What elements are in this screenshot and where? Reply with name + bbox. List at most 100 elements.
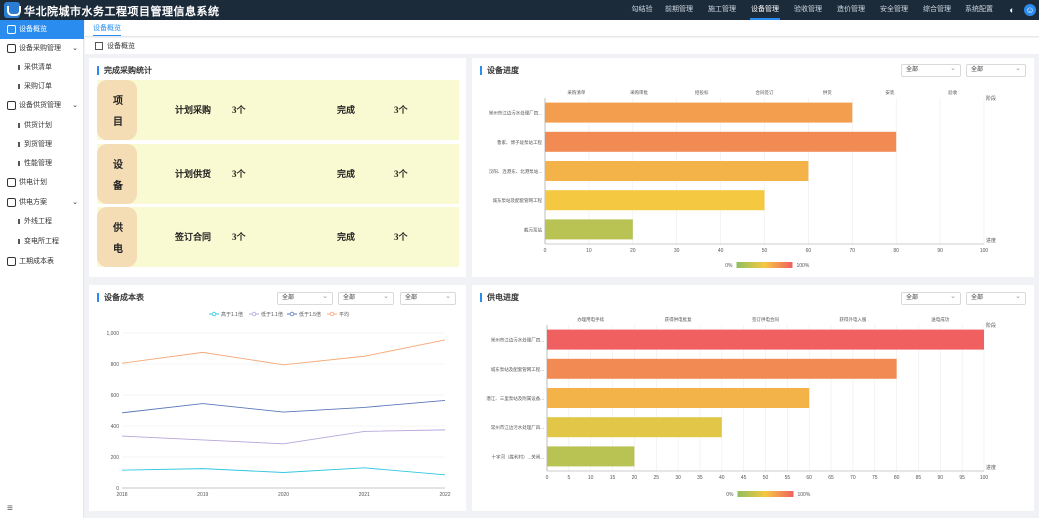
- legend-label: 低于1.5倍: [299, 311, 321, 318]
- bar: [545, 161, 809, 181]
- procurement-row-planned: 3个: [232, 105, 246, 115]
- nav-item[interactable]: 前期管理: [665, 6, 693, 13]
- device-cost-filter-2[interactable]: 全部: [338, 291, 394, 305]
- category-label: 汉阳、连港东、北港泵站...: [489, 168, 542, 175]
- sidebar-item[interactable]: 设备概览: [0, 20, 84, 39]
- procurement-row-caption: 供电: [97, 207, 137, 267]
- bullet-icon: [18, 123, 20, 128]
- procurement-row-done-label: 完成: [337, 105, 356, 115]
- y-tick-label: 800: [111, 362, 120, 368]
- color-scale-legend: [736, 262, 793, 268]
- x-tick-label: 35: [697, 475, 703, 481]
- sidebar-item-label: 外线工程: [24, 218, 52, 225]
- x-tick-label: 40: [719, 475, 725, 481]
- sidebar-item[interactable]: 性能管理: [0, 154, 84, 173]
- legend-marker: [211, 311, 217, 317]
- nav-item[interactable]: 造价管理: [837, 6, 865, 13]
- power-progress-filter-1[interactable]: 全部: [901, 291, 961, 305]
- x-tick-label: 10: [586, 248, 592, 254]
- procurement-panel: 完成采购统计 项目计划采购 3个 完成 3个设备计划供货 3个 完成 3个供电签订合同 3个完…: [89, 58, 466, 277]
- procurement-row-caption: 项目: [97, 80, 137, 140]
- caption-char: 供: [113, 223, 123, 234]
- sidebar-item[interactable]: 采购订单: [0, 77, 84, 96]
- category-label: 常州市江边污水处理厂四...: [491, 424, 544, 431]
- sidebar-item[interactable]: 变电所工程: [0, 232, 84, 251]
- series-line: [121, 399, 446, 414]
- procurement-row-done: 3个: [394, 169, 408, 179]
- device-progress-filter-1[interactable]: 全部: [901, 63, 961, 77]
- nav-item[interactable]: 设备管理: [746, 0, 784, 20]
- stage-label: 招投标: [695, 89, 709, 96]
- x-tick-label: 90: [937, 248, 943, 254]
- x-tick-label: 0: [546, 475, 549, 481]
- nav-item[interactable]: 综合管理: [923, 6, 951, 13]
- bullet-icon: [18, 142, 20, 147]
- category-label: 潜江、三里泵站及附属设备...: [486, 395, 544, 402]
- nav-item[interactable]: 安全管理: [880, 6, 908, 13]
- sidebar-item[interactable]: 供电计划: [0, 173, 84, 192]
- sidebar-item[interactable]: 外线工程: [0, 212, 84, 231]
- theme-toggle-icon[interactable]: ◐: [1009, 5, 1015, 15]
- sidebar-item-label: 变电所工程: [24, 238, 59, 245]
- sidebar-item[interactable]: 供电方案 ⌄: [0, 193, 84, 212]
- menu-icon: [7, 25, 16, 34]
- sidebar: ≡ 设备概览 设备采购管理 ⌄ 采供清单 采购订单 设备供货管理 ⌄ 供货计划 到货管理性能管理…: [0, 20, 84, 518]
- nav-item[interactable]: 施工管理: [708, 6, 736, 13]
- sidebar-item[interactable]: 设备供货管理 ⌄: [0, 96, 84, 115]
- sidebar-item-label: 供电方案: [19, 199, 47, 206]
- bar: [547, 388, 810, 408]
- bar: [547, 446, 635, 467]
- stage-label: 获得外电入服: [839, 316, 866, 323]
- sidebar-item[interactable]: 工期成本表: [0, 252, 84, 271]
- legend-marker: [289, 311, 295, 317]
- legend-marker: [329, 311, 335, 317]
- main-nav: 勾结验 前期管理 施工管理 设备管理 验收管理 造价管理 安全管理 综合管理 系统配置: [0, 0, 1039, 20]
- menu-collapse-icon[interactable]: ≡: [7, 503, 13, 514]
- sidebar-item[interactable]: 设备采购管理 ⌄: [0, 39, 84, 58]
- device-cost-chart: 0 200 400 600 800 1,000 2018 2019 2020 2021 2022 高于…: [106, 311, 450, 498]
- stage-end-label: 阶段: [986, 95, 996, 102]
- category-label: 截污泵站: [524, 226, 542, 233]
- x-tick-label: 2018: [116, 492, 127, 498]
- procurement-title: 完成采购统计: [97, 66, 152, 75]
- tab-device-overview[interactable]: 设备概览: [93, 23, 121, 36]
- device-cost-filter-1[interactable]: 全部: [277, 291, 333, 305]
- stage-label: 办理用电手续: [577, 316, 604, 323]
- nav-item[interactable]: 勾结验: [631, 6, 653, 13]
- user-avatar-icon[interactable]: ☺: [1024, 4, 1036, 16]
- x-tick-label: 100: [980, 475, 989, 481]
- nav-item[interactable]: 验收管理: [794, 6, 822, 13]
- legend-label: 平均: [339, 311, 349, 318]
- breadcrumb: 设备概览: [85, 38, 1039, 54]
- procurement-row-planned: 3个: [232, 232, 246, 242]
- caption-char: 目: [113, 117, 123, 128]
- bullet-icon: [18, 161, 20, 166]
- y-tick-label: 0: [116, 486, 119, 492]
- device-progress-filter-2[interactable]: 全部: [966, 63, 1026, 77]
- series-line: [121, 429, 446, 445]
- sidebar-item-label: 设备采购管理: [19, 45, 61, 52]
- bullet-icon: [18, 84, 20, 89]
- legend-min-label: 0%: [726, 492, 734, 498]
- sidebar-item[interactable]: 供货计划: [0, 116, 84, 135]
- sidebar-item[interactable]: 到货管理: [0, 135, 84, 154]
- category-label: 十字河（胜利村）...关闸...: [491, 453, 544, 460]
- power-progress-panel: 供电进度 全部 全部 0 5 10 15 20 25 30 35 40 45 50 55 60 65 70 7…: [472, 285, 1034, 511]
- axis-unit-label: 进度: [986, 464, 996, 471]
- x-tick-label: 65: [828, 475, 834, 481]
- menu-icon: [7, 198, 16, 207]
- bar: [545, 190, 765, 211]
- category-label: 鲁家、博子垅泵站工程: [497, 139, 542, 146]
- x-tick-label: 30: [674, 248, 680, 254]
- device-cost-filter-3[interactable]: 全部: [400, 291, 456, 305]
- y-tick-label: 200: [111, 455, 120, 461]
- x-tick-label: 40: [718, 248, 724, 254]
- sidebar-item-label: 性能管理: [24, 160, 52, 167]
- nav-item[interactable]: 系统配置: [965, 6, 993, 13]
- power-progress-filter-2[interactable]: 全部: [966, 291, 1026, 305]
- sidebar-item[interactable]: 采供清单: [0, 58, 84, 77]
- power-progress-chart: 0 5 10 15 20 25 30 35 40 45 50 55 60 65 70 75 80 85 90 95 10…: [486, 316, 996, 498]
- category-label: 常州市江边污水处理厂四...: [491, 337, 544, 344]
- x-tick-label: 2021: [359, 492, 370, 498]
- tab-bar: 设备概览: [85, 20, 1039, 37]
